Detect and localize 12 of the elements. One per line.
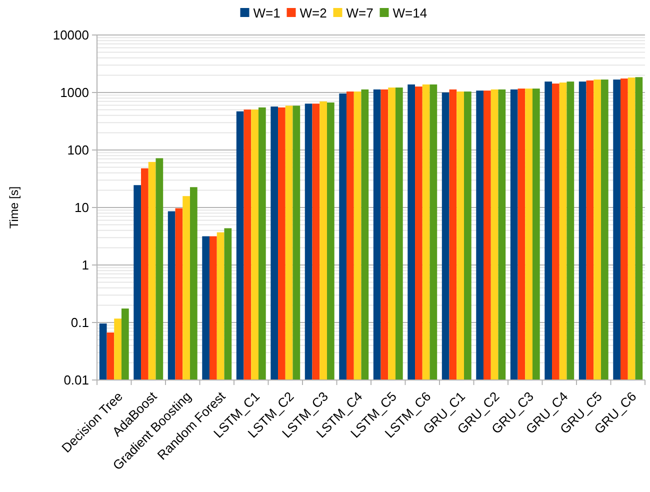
y-tick-label: 1 bbox=[82, 258, 89, 273]
y-tick-label: 100 bbox=[67, 142, 89, 158]
legend-label: W=1 bbox=[253, 6, 280, 21]
y-tick-label: 0.01 bbox=[64, 372, 89, 388]
y-tick-label: 10 bbox=[74, 200, 89, 216]
y-tick-label: 0.1 bbox=[70, 315, 89, 330]
y-axis-title: Time [s] bbox=[7, 186, 21, 229]
legend-label: W=7 bbox=[346, 6, 374, 21]
legend-label: W=14 bbox=[392, 6, 428, 21]
y-tick-label: 1000 bbox=[60, 85, 89, 100]
legend-label: W=2 bbox=[300, 6, 327, 21]
y-tick-label: 10000 bbox=[52, 28, 89, 43]
